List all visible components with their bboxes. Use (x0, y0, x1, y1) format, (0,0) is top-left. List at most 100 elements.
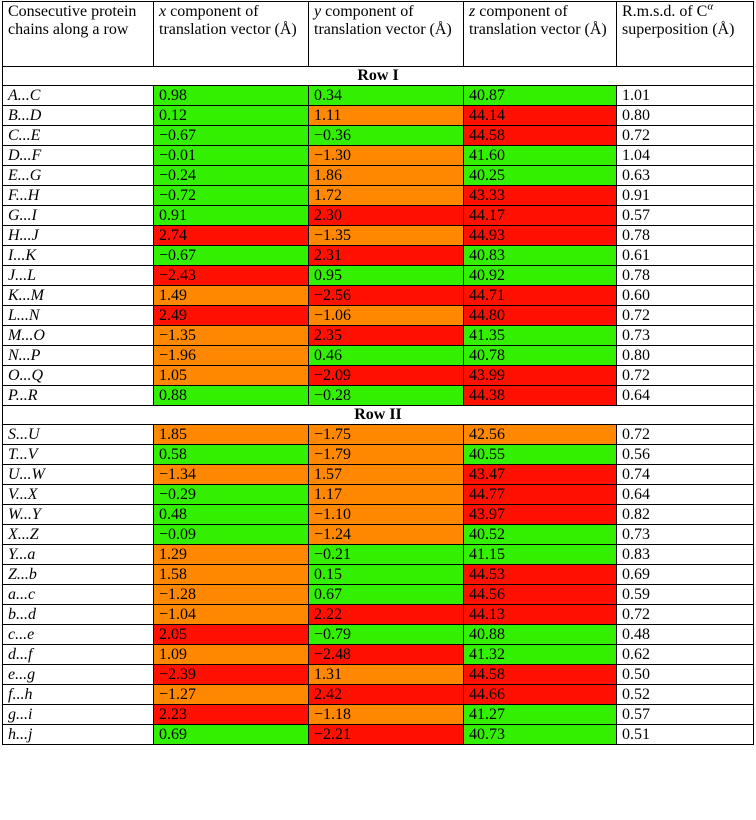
cell-chain-pair: X...Z (2, 524, 154, 545)
header-z: z component of translation vector (Å) (463, 1, 617, 67)
section-row: Row I (2, 66, 754, 86)
cell-x-component: −1.04 (153, 604, 309, 625)
cell-z-component: 44.17 (463, 205, 617, 226)
cell-rmsd: 0.80 (616, 345, 754, 366)
cell-chain-pair: G...I (2, 205, 154, 226)
cell-chain-pair: c...e (2, 624, 154, 645)
cell-rmsd: 0.61 (616, 245, 754, 266)
cell-y-component: −1.35 (308, 225, 464, 246)
table-row: e...g −2.39 1.31 44.58 0.50 (2, 664, 754, 685)
table-row: T...V 0.58 −1.79 40.55 0.56 (2, 444, 754, 465)
cell-x-component: −1.27 (153, 684, 309, 705)
cell-y-component: −2.56 (308, 285, 464, 306)
cell-z-component: 44.71 (463, 285, 617, 306)
table-row: D...F −0.01 −1.30 41.60 1.04 (2, 145, 754, 166)
cell-y-component: 1.11 (308, 105, 464, 126)
cell-z-component: 43.97 (463, 504, 617, 525)
cell-rmsd: 0.48 (616, 624, 754, 645)
table-row: h...j 0.69 −2.21 40.73 0.51 (2, 724, 754, 745)
cell-z-component: 44.13 (463, 604, 617, 625)
cell-chain-pair: L...N (2, 305, 154, 326)
cell-y-component: −1.30 (308, 145, 464, 166)
cell-y-component: 0.46 (308, 345, 464, 366)
cell-x-component: 2.23 (153, 704, 309, 725)
cell-rmsd: 0.72 (616, 604, 754, 625)
cell-y-component: −2.48 (308, 644, 464, 665)
cell-z-component: 40.83 (463, 245, 617, 266)
cell-x-component: 0.98 (153, 85, 309, 106)
table-row: X...Z −0.09 −1.24 40.52 0.73 (2, 524, 754, 545)
cell-x-component: 1.49 (153, 285, 309, 306)
cell-z-component: 40.78 (463, 345, 617, 366)
cell-y-component: −0.36 (308, 125, 464, 146)
cell-chain-pair: W...Y (2, 504, 154, 525)
cell-chain-pair: D...F (2, 145, 154, 166)
cell-rmsd: 0.56 (616, 444, 754, 465)
cell-rmsd: 0.72 (616, 305, 754, 326)
section-row: Row II (2, 405, 754, 425)
cell-z-component: 44.58 (463, 664, 617, 685)
cell-y-component: −2.09 (308, 365, 464, 386)
cell-x-component: −0.01 (153, 145, 309, 166)
table-row: P...R 0.88 −0.28 44.38 0.64 (2, 385, 754, 406)
table-body: Row I A...C 0.98 0.34 40.87 1.01 B...D 0.12 1.11… (2, 66, 754, 745)
cell-chain-pair: M...O (2, 325, 154, 346)
cell-chain-pair: g...i (2, 704, 154, 725)
table-row: S...U 1.85 −1.75 42.56 0.72 (2, 424, 754, 445)
cell-rmsd: 0.59 (616, 584, 754, 605)
table-row: Z...b 1.58 0.15 44.53 0.69 (2, 564, 754, 585)
cell-x-component: 2.74 (153, 225, 309, 246)
cell-z-component: 41.15 (463, 544, 617, 565)
cell-rmsd: 0.64 (616, 484, 754, 505)
cell-z-component: 44.14 (463, 105, 617, 126)
cell-chain-pair: h...j (2, 724, 154, 745)
cell-x-component: 2.49 (153, 305, 309, 326)
cell-rmsd: 0.82 (616, 504, 754, 525)
cell-z-component: 42.56 (463, 424, 617, 445)
cell-y-component: 2.22 (308, 604, 464, 625)
cell-chain-pair: Y...a (2, 544, 154, 565)
cell-rmsd: 0.57 (616, 205, 754, 226)
table-row: I...K −0.67 2.31 40.83 0.61 (2, 245, 754, 266)
table-row: g...i 2.23 −1.18 41.27 0.57 (2, 704, 754, 725)
cell-z-component: 44.56 (463, 584, 617, 605)
cell-y-component: −1.18 (308, 704, 464, 725)
cell-rmsd: 0.62 (616, 644, 754, 665)
cell-rmsd: 0.50 (616, 664, 754, 685)
cell-chain-pair: S...U (2, 424, 154, 445)
cell-z-component: 43.33 (463, 185, 617, 206)
table-container: Consecutive protein chains along a row x… (2, 1, 756, 745)
cell-chain-pair: C...E (2, 125, 154, 146)
table-row: L...N 2.49 −1.06 44.80 0.72 (2, 305, 754, 326)
cell-rmsd: 1.01 (616, 85, 754, 106)
cell-x-component: 1.05 (153, 365, 309, 386)
cell-chain-pair: N...P (2, 345, 154, 366)
table-row: f...h −1.27 2.42 44.66 0.52 (2, 684, 754, 705)
cell-x-component: 2.05 (153, 624, 309, 645)
cell-y-component: −0.21 (308, 544, 464, 565)
cell-z-component: 40.88 (463, 624, 617, 645)
cell-z-component: 44.66 (463, 684, 617, 705)
section-title: Row I (2, 66, 754, 86)
cell-x-component: −1.35 (153, 325, 309, 346)
cell-rmsd: 0.64 (616, 385, 754, 406)
cell-x-component: 1.29 (153, 544, 309, 565)
section-title: Row II (2, 405, 754, 425)
cell-rmsd: 1.04 (616, 145, 754, 166)
cell-x-component: 0.91 (153, 205, 309, 226)
cell-rmsd: 0.74 (616, 464, 754, 485)
cell-y-component: −1.10 (308, 504, 464, 525)
table-row: C...E −0.67 −0.36 44.58 0.72 (2, 125, 754, 146)
cell-chain-pair: e...g (2, 664, 154, 685)
table-row: W...Y 0.48 −1.10 43.97 0.82 (2, 504, 754, 525)
cell-y-component: 2.31 (308, 245, 464, 266)
cell-z-component: 44.38 (463, 385, 617, 406)
cell-rmsd: 0.73 (616, 325, 754, 346)
cell-rmsd: 0.72 (616, 365, 754, 386)
table-row: U...W −1.34 1.57 43.47 0.74 (2, 464, 754, 485)
cell-z-component: 44.77 (463, 484, 617, 505)
cell-chain-pair: F...H (2, 185, 154, 206)
table-row: B...D 0.12 1.11 44.14 0.80 (2, 105, 754, 126)
table-row: b...d −1.04 2.22 44.13 0.72 (2, 604, 754, 625)
cell-z-component: 44.80 (463, 305, 617, 326)
